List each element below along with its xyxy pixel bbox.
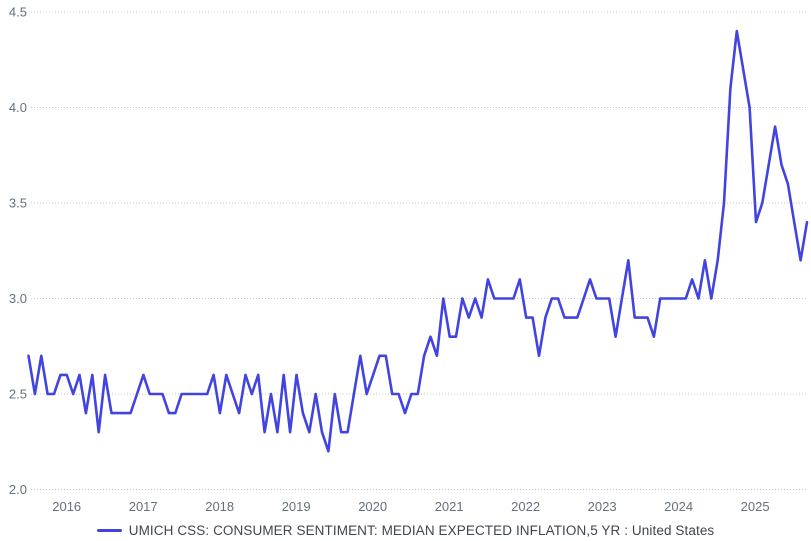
legend: UMICH CSS: CONSUMER SENTIMENT: MEDIAN EX… (0, 519, 811, 541)
legend-label: UMICH CSS: CONSUMER SENTIMENT: MEDIAN EX… (128, 522, 715, 538)
x-axis-tick-label: 2023 (588, 499, 617, 514)
x-axis-tick-label: 2022 (511, 499, 540, 514)
x-axis-tick-label: 2024 (664, 499, 693, 514)
y-axis-tick-label: 4.5 (9, 5, 27, 20)
line-chart-plot-area: 4.5 4.0 3.5 3.0 2.5 2.0 2016 2017 2018 2019 2020 20… (9, 5, 809, 514)
x-axis-tick-label: 2020 (358, 499, 387, 514)
y-axis-tick-label: 3.5 (9, 196, 27, 211)
y-axis-tick-label: 3.0 (9, 291, 27, 306)
x-axis-tick-label: 2019 (282, 499, 311, 514)
x-axis-tick-label: 2025 (741, 499, 770, 514)
y-axis-tick-label: 4.0 (9, 100, 27, 115)
y-axis-tick-label: 2.5 (9, 387, 27, 402)
x-axis-tick-label: 2017 (129, 499, 158, 514)
y-axis-tick-label: 2.0 (9, 482, 27, 497)
x-axis-tick-label: 2021 (435, 499, 464, 514)
x-axis-tick-label: 2018 (205, 499, 234, 514)
legend-line-swatch (96, 528, 122, 532)
data-series-line (27, 29, 809, 453)
x-axis-tick-label: 2016 (52, 499, 81, 514)
